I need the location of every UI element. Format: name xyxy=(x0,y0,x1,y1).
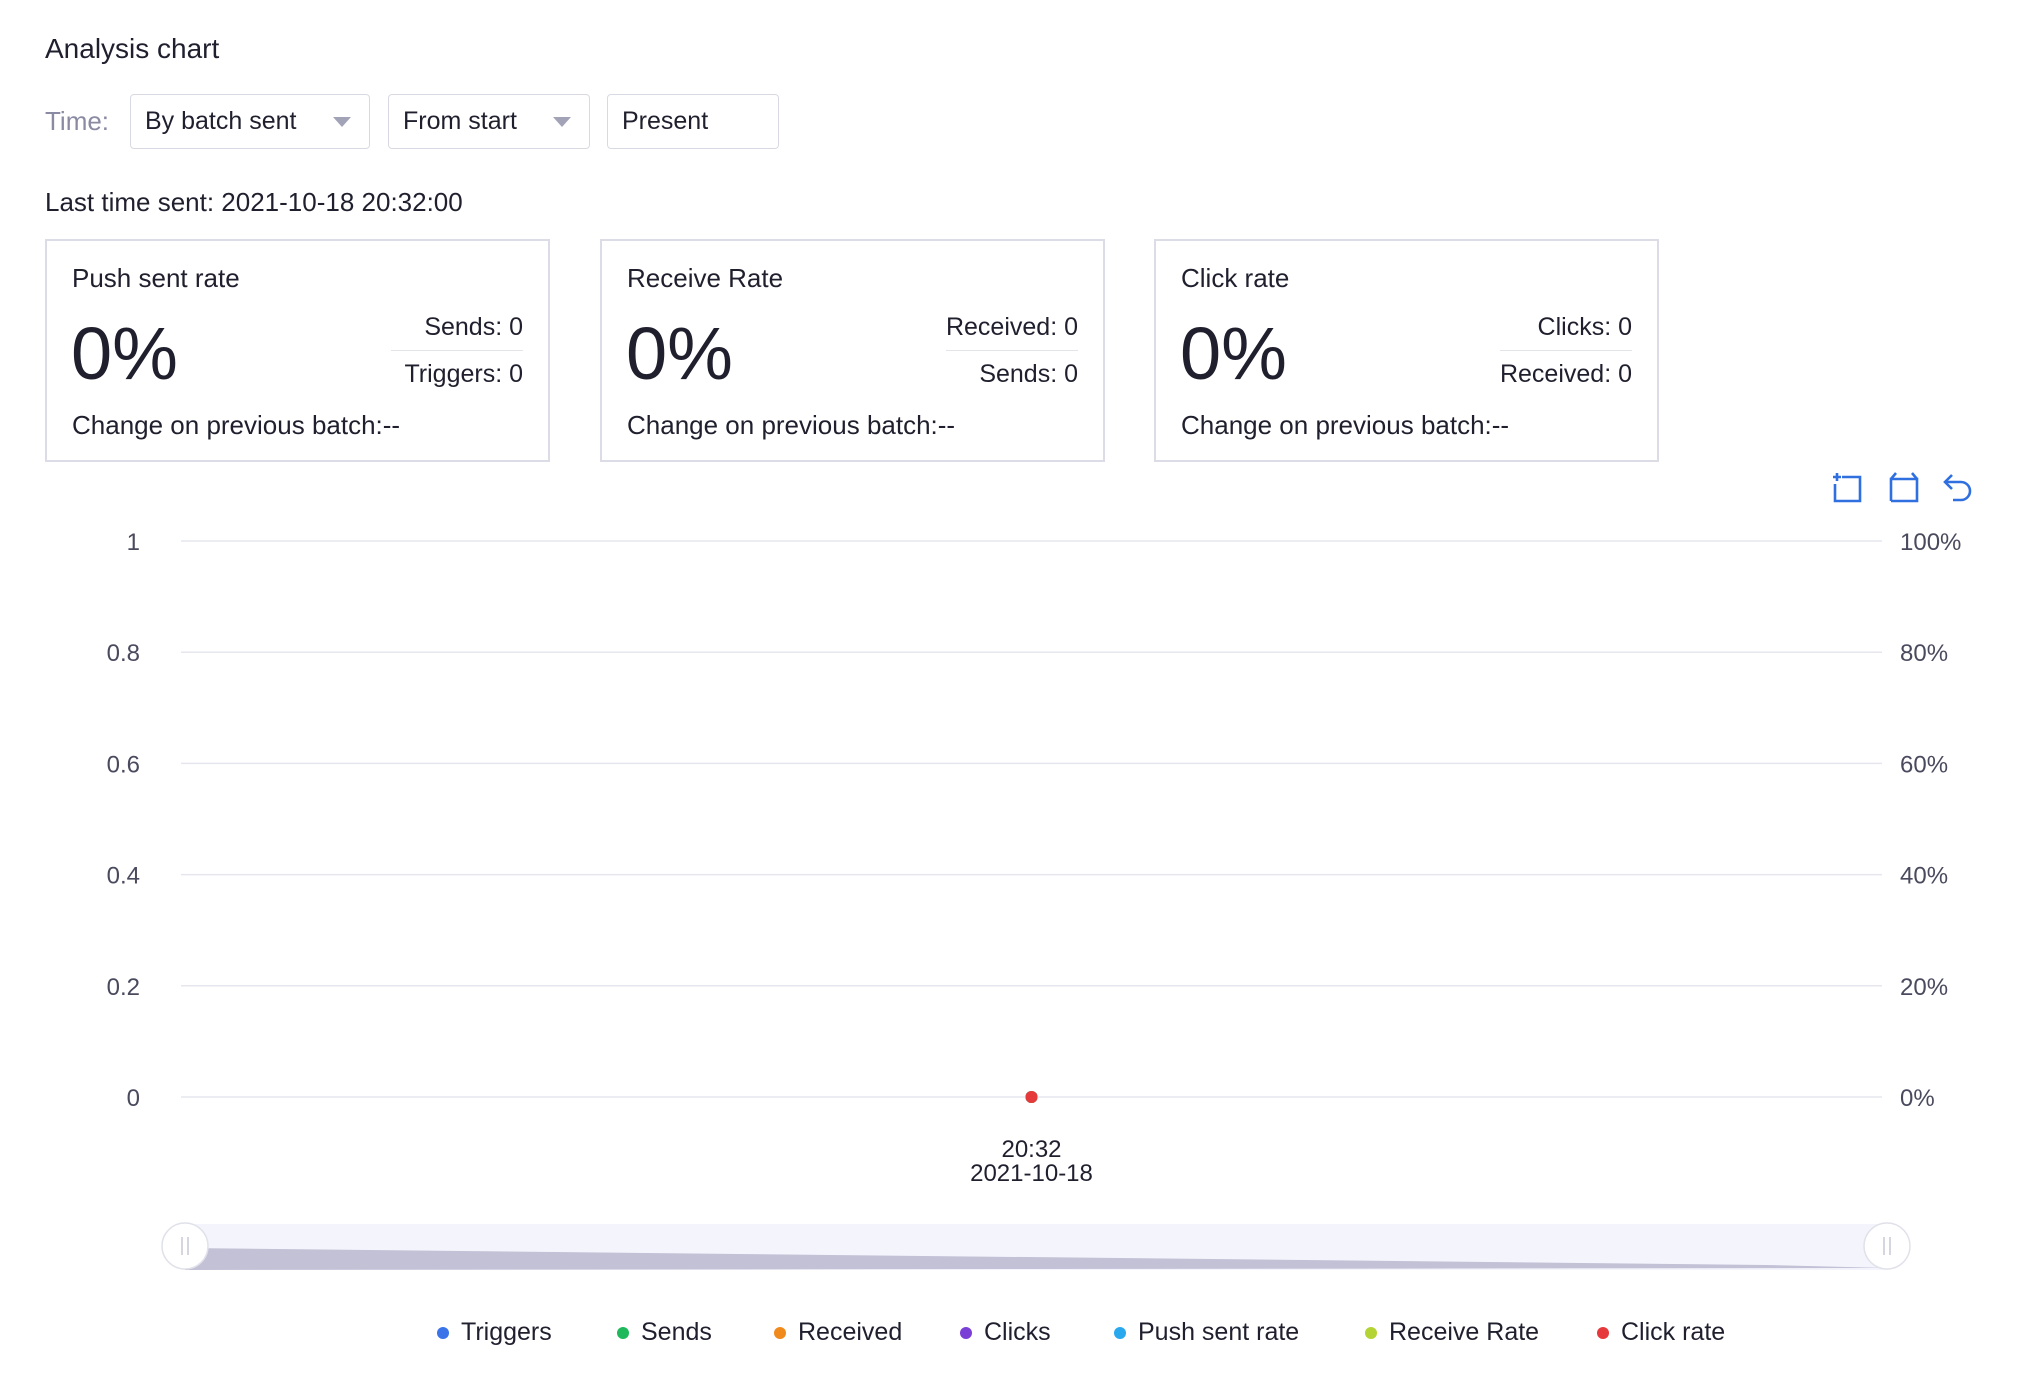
card-change: Change on previous batch:-- xyxy=(1181,410,1510,440)
y-left-tick-label: 0 xyxy=(127,1085,140,1112)
card-metric-primary: Sends: 0 xyxy=(424,313,523,341)
start-range-select[interactable]: From start xyxy=(388,94,590,149)
legend-label: Clicks xyxy=(984,1318,1051,1346)
zoom-reset-icon[interactable] xyxy=(1887,471,1921,505)
legend-label: Received xyxy=(798,1318,903,1346)
card-value: 0% xyxy=(71,312,178,395)
data-point-received[interactable] xyxy=(1025,1091,1038,1103)
y-right-tick-label: 60% xyxy=(1900,751,1948,778)
card-metric-primary: Received: 0 xyxy=(945,313,1078,341)
card-metric-secondary: Received: 0 xyxy=(1499,360,1632,388)
y-right-tick-label: 20% xyxy=(1900,974,1948,1001)
zoom-handle-start[interactable] xyxy=(161,1222,209,1270)
card-value: 0% xyxy=(1180,312,1287,395)
time-mode-select[interactable]: By batch sent xyxy=(130,94,370,149)
x-tick-date: 2021-10-18 xyxy=(970,1160,1093,1187)
legend-item-received[interactable]: Received xyxy=(774,1318,902,1347)
chevron-down-icon xyxy=(553,117,571,127)
zoom-preview-area xyxy=(185,1248,1887,1270)
zoom-handle-knob xyxy=(1863,1222,1911,1270)
legend-dot-icon xyxy=(960,1326,972,1339)
zoom-select-icon[interactable] xyxy=(1831,471,1865,505)
legend-item-push-sent-rate[interactable]: Push sent rate xyxy=(1114,1318,1299,1347)
legend-item-clicks[interactable]: Clicks xyxy=(960,1318,1051,1347)
legend-dot-icon xyxy=(1114,1326,1126,1339)
receive-rate-card: Receive Rate 0% Received: 0 Sends: 0 Cha… xyxy=(600,239,1105,462)
time-filter-label: Time: xyxy=(45,106,110,136)
zoom-handle-end[interactable] xyxy=(1863,1222,1911,1270)
y-right-tick-label: 100% xyxy=(1900,529,1961,556)
data-point-clicks[interactable] xyxy=(1025,1091,1038,1103)
y-left-tick-label: 0.2 xyxy=(107,974,140,1001)
y-right-tick-label: 80% xyxy=(1900,640,1948,667)
legend-item-triggers[interactable]: Triggers xyxy=(437,1318,552,1347)
chevron-down-icon xyxy=(333,117,351,127)
legend-label: Triggers xyxy=(461,1318,552,1346)
last-sent-time: Last time sent: 2021-10-18 20:32:00 xyxy=(45,187,463,217)
page-title: Analysis chart xyxy=(45,33,220,64)
legend-item-receive-rate[interactable]: Receive Rate xyxy=(1365,1318,1539,1347)
legend-dot-icon xyxy=(774,1326,786,1339)
card-title: Receive Rate xyxy=(627,263,784,293)
data-point-click-rate[interactable] xyxy=(1025,1091,1038,1103)
legend-label: Sends xyxy=(641,1318,712,1346)
legend-dot-icon xyxy=(437,1326,449,1339)
zoom-handle-knob xyxy=(161,1222,209,1270)
card-metric-secondary: Sends: 0 xyxy=(979,360,1078,388)
legend-dot-icon xyxy=(1365,1326,1377,1339)
card-divider xyxy=(946,350,1078,351)
card-title: Push sent rate xyxy=(72,263,240,293)
legend-label: Click rate xyxy=(1621,1318,1726,1346)
y-left-tick-label: 0.8 xyxy=(107,640,140,667)
y-left-tick-label: 0.6 xyxy=(107,751,140,778)
data-point-triggers[interactable] xyxy=(1025,1091,1038,1103)
x-tick-time: 20:32 xyxy=(1001,1136,1061,1163)
y-right-tick-label: 0% xyxy=(1900,1085,1935,1112)
card-change: Change on previous batch:-- xyxy=(72,410,401,440)
undo-icon[interactable] xyxy=(1941,471,1975,505)
card-change: Change on previous batch:-- xyxy=(627,410,956,440)
card-metric-secondary: Triggers: 0 xyxy=(404,360,523,388)
legend-dot-icon xyxy=(1597,1326,1609,1339)
legend-label: Receive Rate xyxy=(1389,1318,1540,1346)
card-value: 0% xyxy=(626,312,733,395)
zoom-track[interactable] xyxy=(185,1224,1887,1270)
time-mode-value: By batch sent xyxy=(145,107,297,135)
end-range-field[interactable]: Present xyxy=(607,94,779,149)
legend-dot-icon xyxy=(617,1326,629,1339)
start-range-value: From start xyxy=(403,107,517,135)
card-divider xyxy=(391,350,523,351)
y-left-tick-label: 0.4 xyxy=(107,863,140,890)
legend-item-sends[interactable]: Sends xyxy=(617,1318,712,1347)
y-left-tick-label: 1 xyxy=(127,529,140,556)
card-title: Click rate xyxy=(1181,263,1290,293)
click-rate-card: Click rate 0% Clicks: 0 Received: 0 Chan… xyxy=(1154,239,1659,462)
data-point-sends[interactable] xyxy=(1025,1091,1038,1103)
legend-item-click-rate[interactable]: Click rate xyxy=(1597,1318,1725,1347)
push-sent-rate-card: Push sent rate 0% Sends: 0 Triggers: 0 C… xyxy=(45,239,550,462)
chart-legend: Triggers Sends Received Clicks Push sent rat… xyxy=(0,1318,2018,1354)
y-right-tick-label: 40% xyxy=(1900,863,1948,890)
card-metric-primary: Clicks: 0 xyxy=(1537,313,1632,341)
card-divider xyxy=(1500,350,1632,351)
data-point-receive-rate[interactable] xyxy=(1025,1091,1038,1103)
legend-label: Push sent rate xyxy=(1138,1318,1300,1346)
data-point-push-sent-rate[interactable] xyxy=(1025,1091,1038,1103)
end-range-value: Present xyxy=(622,107,709,135)
